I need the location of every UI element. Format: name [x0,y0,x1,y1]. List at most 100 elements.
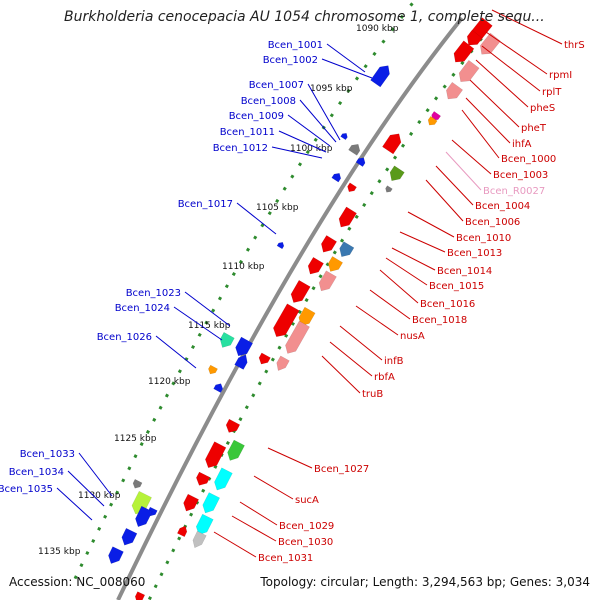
gene-arrow[interactable] [225,418,241,433]
gene-label[interactable]: Bcen_1033 [20,449,75,460]
gene-label[interactable]: Bcen_1030 [278,537,333,548]
gene-arrow[interactable] [135,505,153,528]
gene-label[interactable]: Bcen_1015 [429,281,484,292]
gene-label[interactable]: rplT [542,87,562,98]
gene-arrow[interactable] [202,492,221,514]
gene-label[interactable]: Bcen_1002 [263,55,318,66]
gene-arrow[interactable] [328,256,344,272]
gene-label[interactable]: Bcen_1012 [213,143,268,154]
gene-arrow[interactable] [427,115,438,126]
gene-arrow[interactable] [134,591,146,600]
tick-mark [399,14,405,19]
gene-arrow[interactable] [466,29,483,46]
gene-arrow[interactable] [331,172,342,183]
gene-label[interactable]: Bcen_1009 [229,111,284,122]
gene-arrow[interactable] [340,132,348,141]
gene-label[interactable]: Bcen_1031 [258,553,313,564]
gene-arrow[interactable] [307,256,324,275]
tick-mark [290,174,295,179]
gene-label[interactable]: Bcen_1024 [115,303,170,314]
gene-label[interactable]: truB [362,389,383,400]
gene-arrow[interactable] [258,352,271,365]
gene-label[interactable]: sucA [295,495,319,506]
gene-arrow[interactable] [276,355,290,371]
gene-label[interactable]: rbfA [374,372,395,383]
gene-arrow[interactable] [453,40,475,63]
gene-arrow[interactable] [214,467,233,491]
gene-label[interactable]: pheS [530,103,555,114]
leader-line [307,83,341,141]
gene-label[interactable]: Bcen_1004 [475,201,530,212]
gene-arrow[interactable] [347,182,357,192]
kbp-label: 1090 kbp [356,24,399,34]
gene-label[interactable]: Bcen_1011 [220,127,275,138]
gene-arrow[interactable] [219,331,235,348]
gene-arrow[interactable] [132,478,143,489]
gene-label[interactable]: Bcen_1016 [420,299,475,310]
gene-label[interactable]: Bcen_1010 [456,233,511,244]
gene-label[interactable]: Bcen_1023 [126,288,181,299]
gene-arrow[interactable] [290,279,311,303]
gene-label[interactable]: Bcen_1017 [178,199,233,210]
gene-arrow[interactable] [370,65,390,88]
gene-arrow[interactable] [338,206,357,228]
gene-label[interactable]: ihfA [512,139,532,150]
gene-arrow[interactable] [192,530,207,549]
gene-arrow[interactable] [108,546,124,564]
gene-arrow[interactable] [355,157,366,167]
gene-arrow[interactable] [208,364,218,375]
gene-arrow[interactable] [235,336,254,357]
gene-label[interactable]: Bcen_1001 [268,40,323,51]
gene-label[interactable]: Bcen_R0027 [483,186,545,197]
gene-arrow[interactable] [276,241,285,250]
gene-label[interactable]: infB [384,356,404,367]
gene-arrow[interactable] [389,165,405,181]
gene-arrow[interactable] [321,235,338,253]
gene-label[interactable]: Bcen_1027 [314,464,369,475]
gene-label[interactable]: Bcen_1035 [0,484,53,495]
gene-arrow[interactable] [234,354,248,370]
gene-label[interactable]: thrS [564,40,585,51]
gene-arrow[interactable] [227,439,245,461]
gene-label[interactable]: Bcen_1000 [501,154,556,165]
kbp-label: 1125 kbp [114,434,157,444]
tick-mark [354,214,359,219]
gene-label[interactable]: pheT [521,123,547,134]
gene-arrow[interactable] [348,144,361,156]
gene-arrow[interactable] [213,383,224,393]
tick-mark [385,167,390,172]
gene-label[interactable]: Bcen_1008 [241,96,296,107]
gene-label[interactable]: Bcen_1007 [249,80,304,91]
gene-arrow[interactable] [339,241,355,258]
gene-arrow[interactable] [196,471,211,486]
gene-label[interactable]: Bcen_1013 [447,248,502,259]
gene-arrow[interactable] [183,493,200,512]
gene-arrow[interactable] [176,525,188,538]
gene-arrow[interactable] [382,133,402,155]
gene-label[interactable]: Bcen_1003 [493,170,548,181]
gene-arrow[interactable] [285,320,310,354]
gene-label[interactable]: Bcen_1026 [97,332,152,343]
gene-arrow[interactable] [273,303,300,337]
gene-arrow[interactable] [458,59,480,82]
leader-line [67,470,105,507]
gene-label[interactable]: Bcen_1034 [9,467,64,478]
gene-label[interactable]: Bcen_1006 [465,217,520,228]
gene-arrow[interactable] [318,270,337,292]
leader-line [329,341,373,377]
gene-arrow[interactable] [121,527,138,546]
gene-label[interactable]: Bcen_1018 [412,315,467,326]
backbone-line [116,16,464,600]
gene-label[interactable]: Bcen_1014 [437,266,492,277]
gene-label[interactable]: rpmI [549,70,572,81]
leader-line [391,247,436,271]
gene-label[interactable]: Bcen_1029 [279,521,334,532]
tick-mark [190,344,196,350]
gene-arrow[interactable] [205,441,227,469]
gene-label[interactable]: nusA [400,331,425,342]
gene-arrow[interactable] [385,185,393,193]
tick-mark [325,262,330,267]
gene-arrow[interactable] [195,513,214,536]
gene-arrow[interactable] [446,81,464,100]
